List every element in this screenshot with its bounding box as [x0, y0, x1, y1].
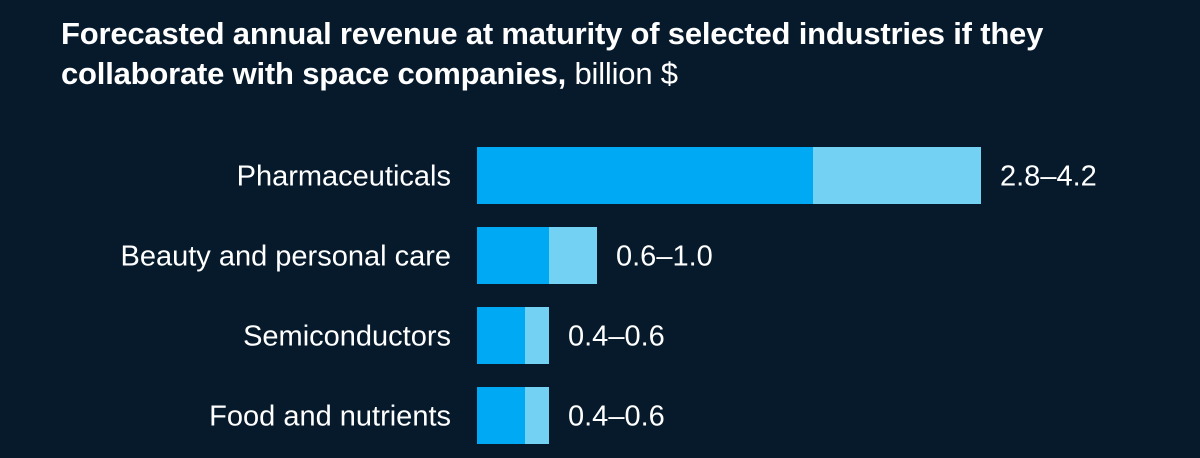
bar-row: Semiconductors 0.4–0.6 [243, 307, 665, 364]
bar-low-estimate [477, 307, 525, 364]
category-label: Pharmaceuticals [237, 161, 451, 193]
data-label: 0.4–0.6 [568, 321, 665, 353]
category-label: Food and nutrients [209, 401, 451, 433]
category-label: Beauty and personal care [121, 241, 452, 273]
bar-low-estimate [477, 387, 525, 444]
data-label: 2.8–4.2 [1000, 161, 1097, 193]
bar-row: Beauty and personal care 0.6–1.0 [121, 227, 713, 284]
bar-row: Pharmaceuticals 2.8–4.2 [237, 147, 1097, 204]
chart-title-unit: billion $ [574, 56, 679, 91]
data-label: 0.6–1.0 [616, 241, 713, 273]
bar-row: Food and nutrients 0.4–0.6 [209, 387, 665, 444]
chart-title-text: Forecasted annual revenue at maturity of… [61, 16, 1044, 91]
bar-low-estimate [477, 227, 549, 284]
chart-title: Forecasted annual revenue at maturity of… [61, 14, 1181, 94]
bar-low-estimate [477, 147, 813, 204]
data-label: 0.4–0.6 [568, 401, 665, 433]
category-label: Semiconductors [243, 321, 451, 353]
